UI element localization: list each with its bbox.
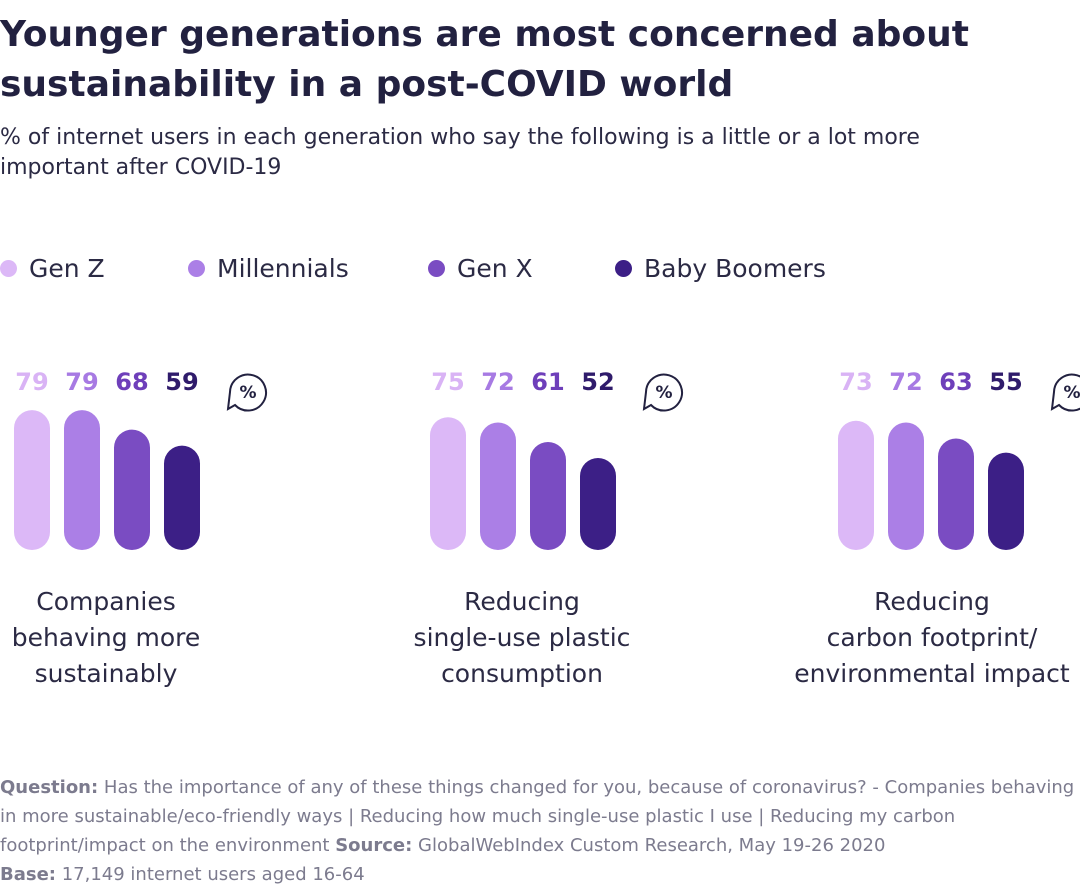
data-label: 52	[581, 368, 614, 396]
category-label: behaving more	[12, 623, 201, 652]
percent-badge-icon: %	[1050, 373, 1080, 412]
category-label: environmental impact	[794, 659, 1070, 688]
question-label: Question:	[0, 777, 99, 798]
category-label: Reducing	[874, 587, 990, 616]
percent-badge-label: %	[655, 383, 672, 403]
legend-label: Gen X	[457, 253, 533, 283]
legend-label: Baby Boomers	[644, 253, 826, 283]
bar	[430, 417, 466, 550]
bar-chart: 79 79 68 59 % Companies behaving more sustainab…	[12, 368, 1080, 688]
legend-dot-icon	[615, 259, 632, 277]
bar	[14, 410, 50, 550]
question-text: Has the importance of any of these thing…	[0, 777, 1075, 856]
source-text: GlobalWebIndex Custom Research, May 19-2…	[412, 835, 886, 856]
data-label: 55	[989, 368, 1022, 396]
data-label: 68	[115, 368, 148, 396]
bar	[580, 457, 616, 550]
category-label: sustainably	[35, 659, 178, 688]
bar	[530, 442, 566, 550]
legend-dot-icon	[428, 259, 445, 277]
category-label: Reducing	[464, 587, 580, 616]
bar	[164, 445, 200, 550]
percent-badge-label: %	[239, 383, 256, 403]
category-label: consumption	[441, 659, 603, 688]
chart-title: Younger generations are most concerned a…	[0, 14, 969, 105]
legend-item-baby-boomers: Baby Boomers	[615, 250, 826, 286]
data-label: 59	[165, 368, 198, 396]
bar-group: 79 79 68 59 % Companies behaving more sustainab…	[12, 368, 267, 688]
percent-badge-icon: %	[226, 373, 267, 412]
legend: Gen Z Millennials Gen X Baby Boomers	[0, 250, 1000, 286]
data-label: 72	[889, 368, 922, 396]
data-label: 79	[15, 368, 48, 396]
data-label: 73	[839, 368, 872, 396]
category-label: carbon footprint/	[827, 623, 1038, 652]
data-label: 72	[481, 368, 514, 396]
bar	[938, 438, 974, 550]
category-label: Companies	[36, 587, 176, 616]
base-text: 17,149 internet users aged 16-64	[56, 864, 365, 885]
bar	[988, 452, 1024, 550]
data-label: 63	[939, 368, 972, 396]
legend-dot-icon	[188, 259, 205, 277]
footnote: Question: Has the importance of any of t…	[0, 773, 1075, 889]
bar	[64, 410, 100, 550]
bar	[114, 429, 150, 550]
source-label: Source:	[335, 835, 413, 856]
bar-group: 73 72 63 55 % Reducing carbon footprint/enviro…	[794, 368, 1080, 688]
base-label: Base:	[0, 864, 56, 885]
legend-label: Millennials	[217, 253, 349, 283]
percent-badge-label: %	[1063, 383, 1080, 403]
legend-item-gen-x: Gen X	[428, 250, 533, 286]
data-label: 79	[65, 368, 98, 396]
chart-subtitle: % of internet users in each generation w…	[0, 125, 920, 180]
data-label: 61	[531, 368, 564, 396]
category-label: single-use plastic	[414, 623, 631, 652]
bar-group: 75 72 61 52 % Reducing single-use plastic consu…	[414, 368, 683, 688]
legend-item-millennials: Millennials	[188, 250, 349, 286]
bar	[838, 420, 874, 550]
bar	[888, 422, 924, 550]
legend-dot-icon	[0, 259, 17, 277]
bar	[480, 422, 516, 550]
legend-label: Gen Z	[29, 253, 105, 283]
legend-item-gen-z: Gen Z	[0, 250, 105, 286]
data-label: 75	[431, 368, 464, 396]
percent-badge-icon: %	[642, 373, 683, 412]
